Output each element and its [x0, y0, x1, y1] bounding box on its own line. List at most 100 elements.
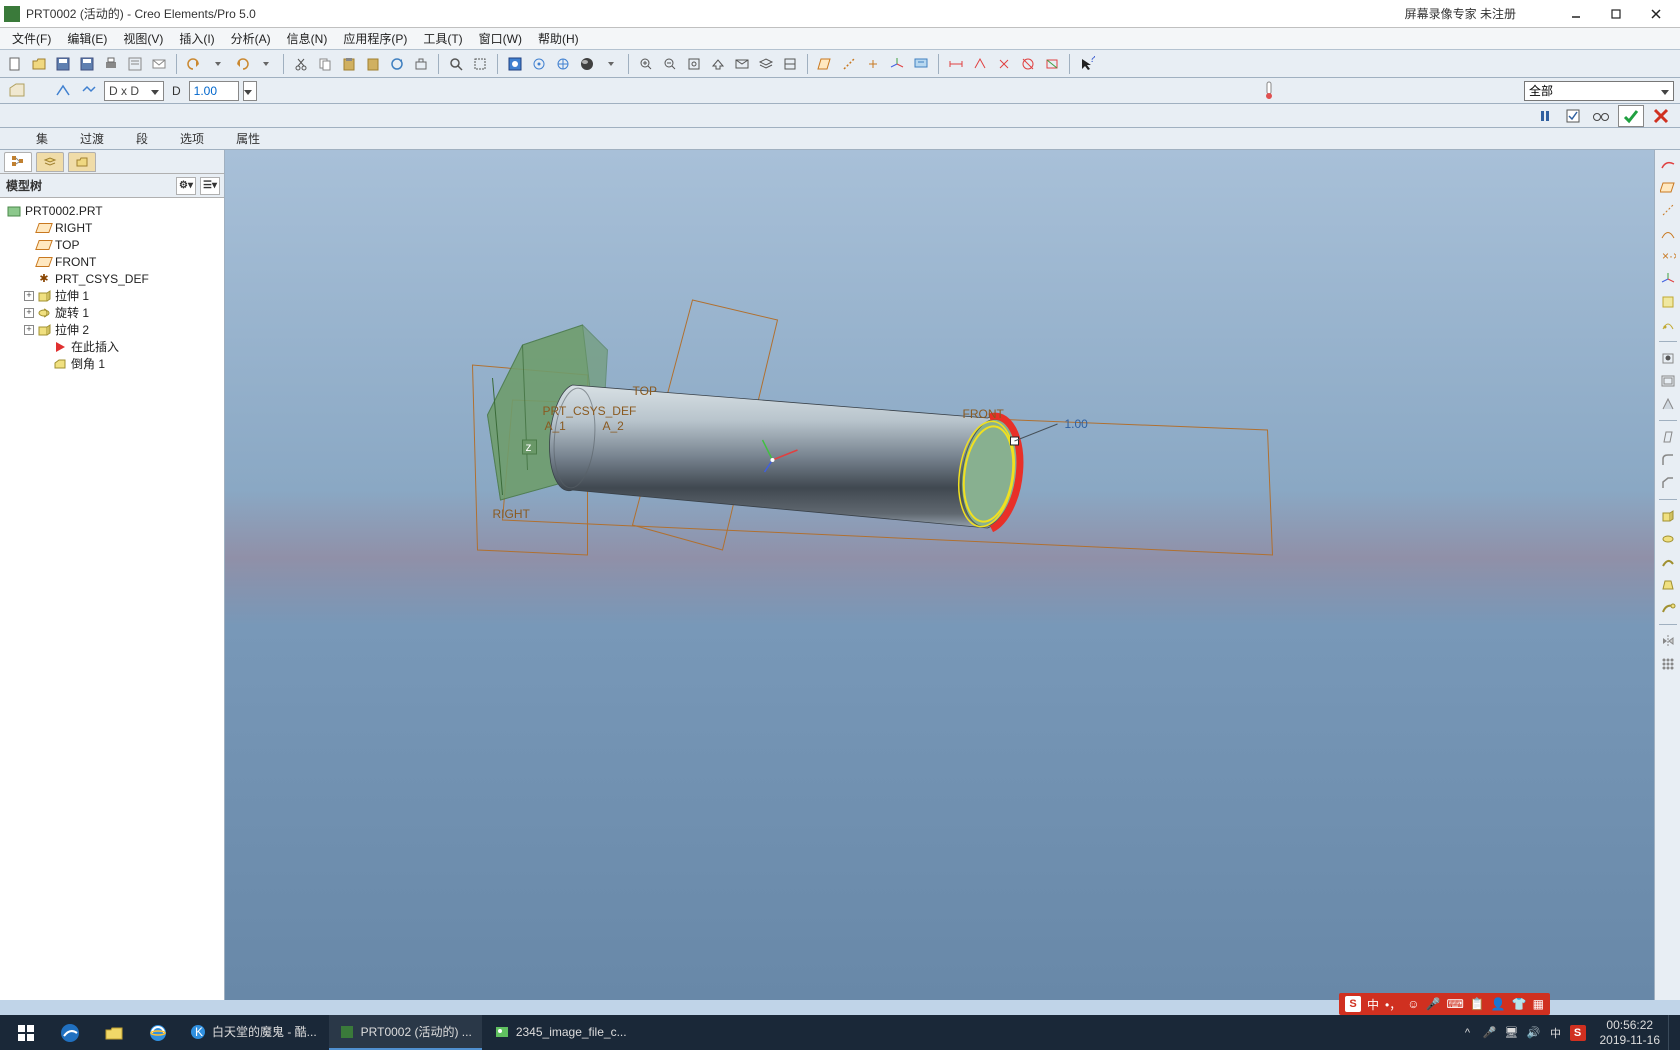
close-button[interactable]: [1636, 2, 1676, 26]
maximize-button[interactable]: [1596, 2, 1636, 26]
rt-blend-icon[interactable]: [1658, 575, 1678, 595]
view-manager-icon[interactable]: [552, 53, 574, 75]
menu-file[interactable]: 文件(F): [4, 28, 59, 49]
save-copy-icon[interactable]: [76, 53, 98, 75]
taskbar-clock[interactable]: 00:56:22 2019-11-16: [1592, 1018, 1669, 1047]
tab-pieces[interactable]: 段: [130, 128, 154, 149]
rt-swept-blend-icon[interactable]: [1658, 598, 1678, 618]
rt-revolve-icon[interactable]: [1658, 529, 1678, 549]
chamfer-scheme-combo[interactable]: D x D: [104, 81, 164, 101]
dimension-value[interactable]: 1.00: [1065, 417, 1089, 431]
undo-dropdown-icon[interactable]: [207, 53, 229, 75]
d-value-input[interactable]: [189, 81, 239, 101]
minimize-button[interactable]: [1556, 2, 1596, 26]
ime-lang[interactable]: 中: [1367, 996, 1379, 1013]
dim-tool-3-icon[interactable]: [993, 53, 1015, 75]
spin-center-icon[interactable]: [528, 53, 550, 75]
zoom-fit-icon[interactable]: [683, 53, 705, 75]
menu-analysis[interactable]: 分析(A): [223, 28, 279, 49]
rt-rib-icon[interactable]: [1658, 394, 1678, 414]
menu-info[interactable]: 信息(N): [279, 28, 336, 49]
rt-csys-icon[interactable]: [1658, 269, 1678, 289]
regenerate-icon[interactable]: [386, 53, 408, 75]
viewport-canvas[interactable]: 1.00 z TOP FRONT RIGHT PRT_CSYS_DEF A_1 …: [225, 150, 1680, 1000]
find-icon[interactable]: [445, 53, 467, 75]
rt-axis-icon[interactable]: [1658, 200, 1678, 220]
rt-shell-icon[interactable]: [1658, 371, 1678, 391]
rt-sweep-icon[interactable]: [1658, 552, 1678, 572]
shading-icon[interactable]: [576, 53, 598, 75]
rt-round-icon[interactable]: [1658, 450, 1678, 470]
menu-insert[interactable]: 插入(I): [171, 28, 222, 49]
zoom-out-icon[interactable]: [659, 53, 681, 75]
taskbar-task-3[interactable]: 2345_image_file_c...: [484, 1015, 637, 1050]
tray-sogou-icon[interactable]: S: [1570, 1025, 1586, 1041]
scope-filter-combo[interactable]: 全部: [1524, 81, 1674, 101]
rt-hole-icon[interactable]: [1658, 348, 1678, 368]
checkbox-toggle[interactable]: [1562, 106, 1584, 126]
cut-icon[interactable]: [290, 53, 312, 75]
taskbar-ie-icon[interactable]: [136, 1015, 180, 1050]
paste-icon[interactable]: [338, 53, 360, 75]
menu-edit[interactable]: 编辑(E): [59, 28, 115, 49]
dim-tool-4-icon[interactable]: [1017, 53, 1039, 75]
tree-item-extrude2[interactable]: +拉伸 2: [2, 321, 222, 338]
dim-tool-1-icon[interactable]: [945, 53, 967, 75]
rt-sketch-icon[interactable]: [1658, 154, 1678, 174]
paste-special-icon[interactable]: [362, 53, 384, 75]
tree-item-insert-here[interactable]: 在此插入: [2, 338, 222, 355]
tab-properties[interactable]: 属性: [230, 128, 266, 149]
redo-icon[interactable]: [231, 53, 253, 75]
menu-applications[interactable]: 应用程序(P): [335, 28, 415, 49]
saved-views-icon[interactable]: [731, 53, 753, 75]
tray-ime-icon[interactable]: 中: [1548, 1025, 1564, 1041]
reorient-icon[interactable]: [707, 53, 729, 75]
rt-draft-icon[interactable]: [1658, 427, 1678, 447]
pause-icon[interactable]: [1534, 106, 1556, 126]
select-icon[interactable]: [469, 53, 491, 75]
d-value-dropdown[interactable]: [243, 81, 257, 101]
rt-mirror-icon[interactable]: [1658, 631, 1678, 651]
tray-network-icon[interactable]: 🖥: [1504, 1025, 1520, 1041]
tree-show-icon[interactable]: ☰▾: [200, 177, 220, 195]
tab-sets[interactable]: 集: [30, 128, 54, 149]
nav-tab-tree[interactable]: [4, 152, 32, 172]
glasses-preview-icon[interactable]: [1590, 106, 1612, 126]
taskbar-task-1[interactable]: K 白天堂的魔鬼 - 酷...: [180, 1015, 327, 1050]
datum-point-display-icon[interactable]: [862, 53, 884, 75]
taskbar-explorer-icon[interactable]: [92, 1015, 136, 1050]
menu-help[interactable]: 帮助(H): [530, 28, 587, 49]
annotation-display-icon[interactable]: [910, 53, 932, 75]
tray-volume-icon[interactable]: 🔊: [1526, 1025, 1542, 1041]
tree-item-right[interactable]: RIGHT: [2, 219, 222, 236]
new-file-icon[interactable]: [4, 53, 26, 75]
open-file-icon[interactable]: [28, 53, 50, 75]
nav-tab-layers[interactable]: [36, 152, 64, 172]
tree-settings-icon[interactable]: ⚙▾: [176, 177, 196, 195]
rt-plane-icon[interactable]: [1658, 177, 1678, 197]
taskbar-task-2[interactable]: PRT0002 (活动的) ...: [329, 1015, 482, 1050]
system-tray[interactable]: ^ 🎤 🖥 🔊 中 S: [1460, 1025, 1592, 1041]
cancel-button[interactable]: [1650, 105, 1672, 127]
rt-pattern-icon[interactable]: [1658, 654, 1678, 674]
tree-item-csys[interactable]: ✱PRT_CSYS_DEF: [2, 270, 222, 287]
rt-style-icon[interactable]: [1658, 315, 1678, 335]
tree-root[interactable]: PRT0002.PRT: [2, 202, 222, 219]
menu-window[interactable]: 窗口(W): [471, 28, 530, 49]
rt-sketch-region-icon[interactable]: [1658, 292, 1678, 312]
update-icon[interactable]: [410, 53, 432, 75]
copy-icon[interactable]: [314, 53, 336, 75]
tree-item-extrude1[interactable]: +拉伸 1: [2, 287, 222, 304]
ime-bar[interactable]: S 中 •， ☺ 🎤 ⌨ 📋 👤 👕 ▦: [1339, 993, 1550, 1015]
menu-view[interactable]: 视图(V): [115, 28, 171, 49]
tab-transitions[interactable]: 过渡: [74, 128, 110, 149]
tree-item-top[interactable]: TOP: [2, 236, 222, 253]
tree-item-front[interactable]: FRONT: [2, 253, 222, 270]
properties-icon[interactable]: [124, 53, 146, 75]
mail-icon[interactable]: [148, 53, 170, 75]
tray-mic-icon[interactable]: 🎤: [1482, 1025, 1498, 1041]
save-icon[interactable]: [52, 53, 74, 75]
print-icon[interactable]: [100, 53, 122, 75]
menu-tools[interactable]: 工具(T): [415, 28, 470, 49]
show-desktop-button[interactable]: [1668, 1015, 1676, 1050]
